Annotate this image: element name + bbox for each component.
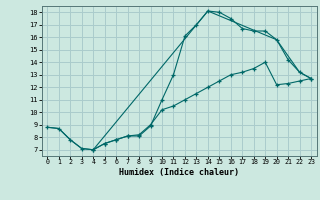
X-axis label: Humidex (Indice chaleur): Humidex (Indice chaleur) bbox=[119, 168, 239, 177]
